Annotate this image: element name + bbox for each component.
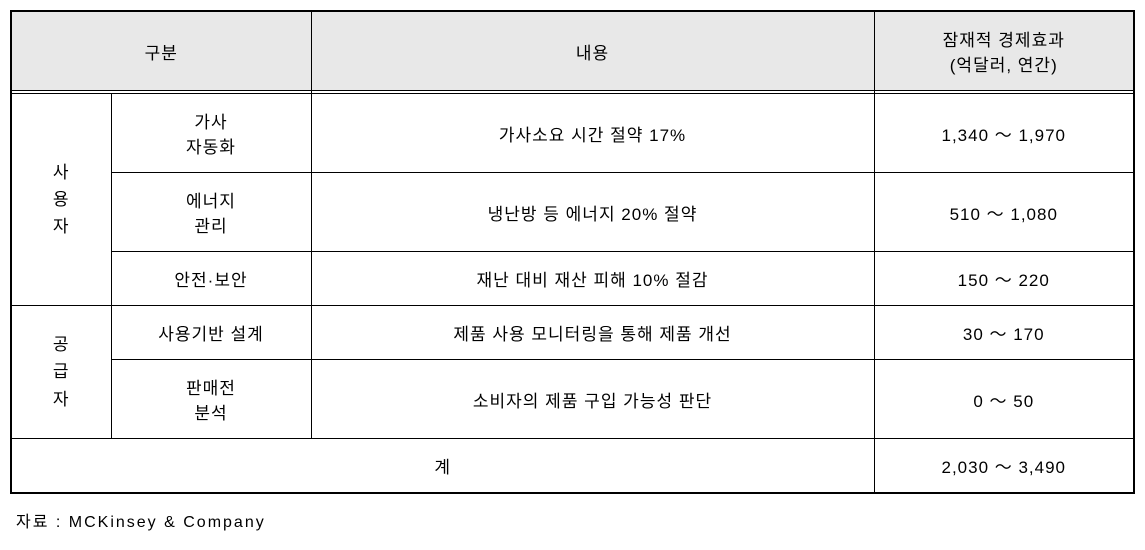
group-label-supplier-text: 공급자	[20, 331, 103, 413]
item-line1: 가사	[194, 113, 227, 132]
item-cell: 사용기반 설계	[111, 306, 311, 360]
table-row: 공급자 사용기반 설계 제품 사용 모니터링을 통해 제품 개선 30 ～ 17…	[11, 306, 1134, 360]
total-label: 계	[11, 439, 874, 494]
content-cell: 냉난방 등 에너지 20% 절약	[311, 173, 874, 252]
item-line1: 안전·보안	[174, 271, 247, 290]
item-cell: 가사 자동화	[111, 94, 311, 173]
item-line2: 분석	[194, 404, 227, 423]
effect-cell: 0 ～ 50	[874, 360, 1134, 439]
group-label-user: 사용자	[11, 94, 111, 306]
item-line1: 판매전	[186, 379, 236, 398]
source-citation: 자료 : MCKinsey & Company	[10, 494, 1135, 532]
header-content: 내용	[311, 11, 874, 91]
total-row: 계 2,030 ～ 3,490	[11, 439, 1134, 494]
total-effect: 2,030 ～ 3,490	[874, 439, 1134, 494]
header-effect-line1: 잠재적 경제효과	[943, 31, 1065, 50]
item-cell: 판매전 분석	[111, 360, 311, 439]
table-row: 에너지 관리 냉난방 등 에너지 20% 절약 510 ～ 1,080	[11, 173, 1134, 252]
economic-effect-table: 구분 내용 잠재적 경제효과 (억달러, 연간) 사용자 가사 자동화 가사소요…	[10, 10, 1135, 494]
item-cell: 에너지 관리	[111, 173, 311, 252]
group-label-supplier: 공급자	[11, 306, 111, 439]
item-line1: 에너지	[186, 192, 236, 211]
item-line2: 자동화	[186, 138, 236, 157]
item-cell: 안전·보안	[111, 252, 311, 306]
table-row: 판매전 분석 소비자의 제품 구입 가능성 판단 0 ～ 50	[11, 360, 1134, 439]
content-cell: 제품 사용 모니터링을 통해 제품 개선	[311, 306, 874, 360]
content-cell: 가사소요 시간 절약 17%	[311, 94, 874, 173]
effect-cell: 150 ～ 220	[874, 252, 1134, 306]
group-label-user-text: 사용자	[20, 159, 103, 241]
content-cell: 소비자의 제품 구입 가능성 판단	[311, 360, 874, 439]
content-cell: 재난 대비 재산 피해 10% 절감	[311, 252, 874, 306]
item-line2: 관리	[194, 217, 227, 236]
table-row: 사용자 가사 자동화 가사소요 시간 절약 17% 1,340 ～ 1,970	[11, 94, 1134, 173]
header-effect-line2: (억달러, 연간)	[950, 56, 1058, 75]
header-effect: 잠재적 경제효과 (억달러, 연간)	[874, 11, 1134, 91]
table-row: 안전·보안 재난 대비 재산 피해 10% 절감 150 ～ 220	[11, 252, 1134, 306]
effect-cell: 30 ～ 170	[874, 306, 1134, 360]
item-line1: 사용기반 설계	[158, 325, 264, 344]
header-category: 구분	[11, 11, 311, 91]
effect-cell: 1,340 ～ 1,970	[874, 94, 1134, 173]
effect-cell: 510 ～ 1,080	[874, 173, 1134, 252]
